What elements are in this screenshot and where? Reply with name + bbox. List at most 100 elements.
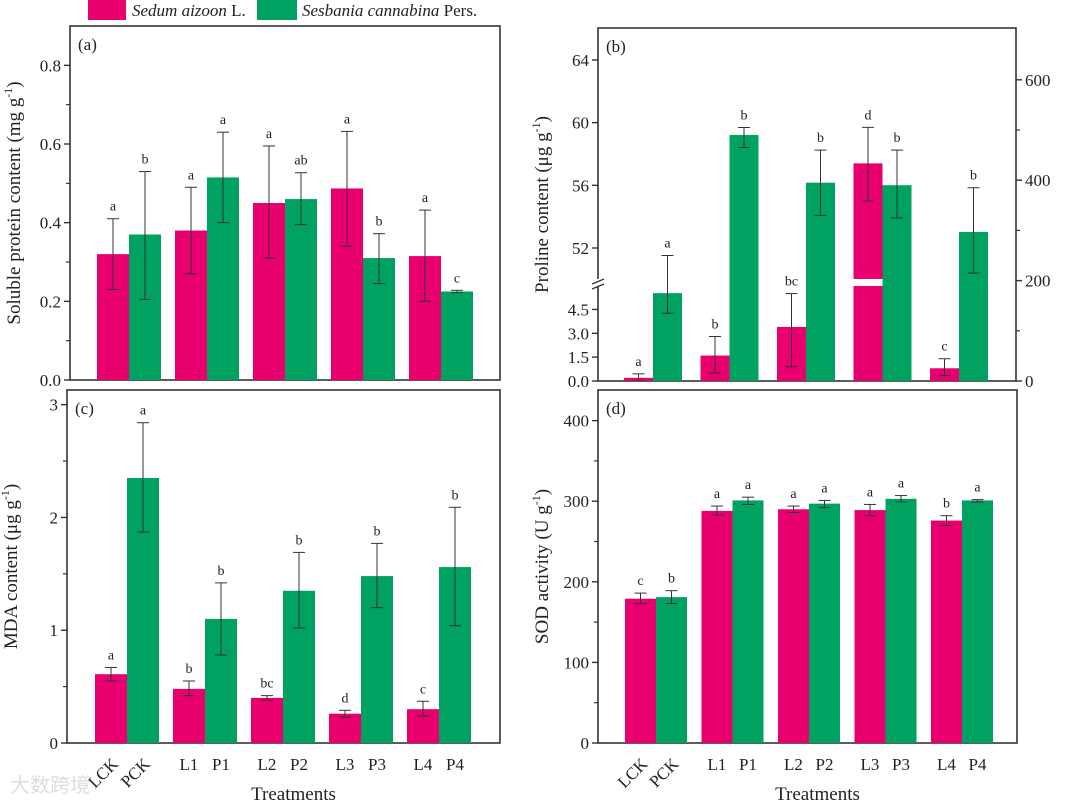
x-tick-label: P3 — [368, 755, 386, 774]
bar — [885, 498, 917, 743]
axis-break-gap — [590, 279, 606, 286]
significance-letter: a — [898, 477, 905, 492]
significance-letter: a — [140, 404, 147, 419]
significance-letter: d — [865, 108, 872, 123]
x-tick-label: P4 — [446, 755, 464, 774]
bar-lower-segment — [853, 286, 883, 381]
bar — [285, 199, 317, 380]
bar — [173, 688, 205, 743]
x-tick-label: L1 — [708, 755, 727, 774]
significance-letter: bc — [785, 275, 798, 290]
panel-c: (c) MDA content (μg g-1) 0 1 2 3 a b bc d c a b b b b LC… — [0, 389, 501, 805]
x-tick-label: P1 — [739, 755, 757, 774]
panel-b: (b) Proline content (μg g-1) 0.0 1.5 3.0 4.5 5… — [529, 27, 1051, 391]
y-axis-label-superscript: -1 — [1, 88, 15, 98]
y-axis-label-part: ) — [532, 116, 553, 122]
significance-letter: b — [741, 108, 748, 123]
bar — [329, 713, 361, 743]
y-axis-label-part: ) — [532, 489, 553, 495]
y-tick-label: 56 — [572, 176, 589, 195]
legend-swatch-sedum — [88, 0, 126, 20]
y-tick-label: 0 — [581, 734, 590, 753]
y-axis-label-part: Soluble protein content (mg g — [4, 97, 25, 324]
y-tick-label: 64 — [572, 51, 590, 70]
y-axis-label-part: Proline content (μg g — [532, 132, 553, 293]
x-tick-label: LCK — [84, 754, 122, 792]
significance-letter: b — [376, 215, 383, 230]
significance-letter: a — [974, 481, 981, 496]
bar — [441, 291, 473, 380]
y-tick-label: 0.0 — [568, 372, 589, 391]
y-tick-label: 1 — [50, 621, 59, 640]
significance-letter: a — [422, 191, 429, 206]
y-tick-label: 60 — [572, 114, 589, 133]
y-tick-label: 3 — [50, 396, 59, 415]
significance-letter: a — [188, 168, 195, 183]
right-y-tick-label: 400 — [1025, 171, 1051, 190]
y-tick-label: 1.5 — [568, 348, 589, 367]
significance-letter: a — [110, 200, 117, 215]
y-axis-label: Soluble protein content (mg g-1) — [1, 81, 25, 324]
x-tick-label: L2 — [784, 755, 803, 774]
bar — [854, 510, 886, 743]
panel-label: (a) — [78, 35, 97, 54]
axis-break-mark — [591, 278, 605, 285]
significance-letter: a — [344, 112, 351, 127]
significance-letter: c — [637, 574, 643, 589]
y-axis-label: MDA content (μg g-1) — [0, 484, 22, 649]
bar — [931, 520, 962, 743]
significance-letter: b — [943, 497, 950, 512]
x-axis-label: Treatments — [251, 784, 336, 805]
significance-letter: a — [821, 481, 828, 496]
x-tick-label: L3 — [336, 755, 355, 774]
legend-swatch-sesbania — [257, 0, 297, 20]
x-tick-label: P2 — [290, 755, 308, 774]
x-tick-label: L1 — [180, 755, 199, 774]
y-tick-label: 0.4 — [40, 214, 62, 233]
y-axis-label-part: ) — [1, 484, 22, 490]
y-tick-label: 0.2 — [40, 292, 61, 311]
x-tick-label: PCK — [117, 754, 154, 791]
significance-letter: c — [941, 340, 947, 355]
legend-label-sedum: Sedum aizoon L. — [132, 1, 246, 20]
y-axis-label: SOD activity (U g-1) — [529, 489, 553, 644]
significance-letter: a — [108, 648, 115, 663]
y-tick-label: 100 — [564, 653, 590, 672]
legend-label-sesbania: Sesbania cannabina Pers. — [302, 1, 477, 20]
panel-label: (b) — [606, 37, 626, 56]
significance-letter: a — [867, 485, 874, 500]
significance-letter: b — [296, 533, 303, 548]
legend: Sedum aizoon L. Sesbania cannabina Pers. — [88, 0, 477, 20]
y-axis-label-part: ) — [4, 81, 25, 87]
significance-letter: d — [342, 691, 349, 706]
panel-label: (d) — [606, 399, 626, 418]
significance-letter: a — [635, 355, 642, 370]
y-axis-label-superscript: -1 — [0, 490, 12, 500]
right-y-tick-label: 0 — [1025, 372, 1034, 391]
bar — [251, 697, 283, 743]
significance-letter: b — [186, 662, 193, 677]
significance-letter: a — [664, 237, 671, 252]
panel-d: (d) SOD activity (U g-1) 0 100 200 300 400 c a a a… — [529, 389, 1018, 805]
bar — [701, 510, 733, 743]
significance-letter: b — [218, 564, 225, 579]
significance-letter: c — [420, 682, 426, 697]
y-tick-label: 200 — [564, 573, 590, 592]
y-tick-label: 400 — [564, 412, 590, 431]
bar — [962, 500, 993, 743]
significance-letter: b — [142, 153, 149, 168]
significance-letter: a — [745, 478, 752, 493]
y-tick-label: 0.6 — [40, 135, 61, 154]
significance-letter: b — [374, 524, 381, 539]
y-tick-label: 3.0 — [568, 324, 589, 343]
axis-break-mark — [591, 283, 605, 290]
x-tick-label: L2 — [258, 755, 277, 774]
significance-letter: b — [970, 169, 977, 184]
bar — [778, 509, 809, 743]
significance-letter: a — [714, 487, 721, 502]
bar — [732, 500, 764, 743]
right-y-tick-label: 200 — [1025, 272, 1051, 291]
y-tick-label: 2 — [50, 508, 59, 527]
significance-letter: b — [712, 317, 719, 332]
y-axis-label-superscript: -1 — [529, 122, 543, 132]
